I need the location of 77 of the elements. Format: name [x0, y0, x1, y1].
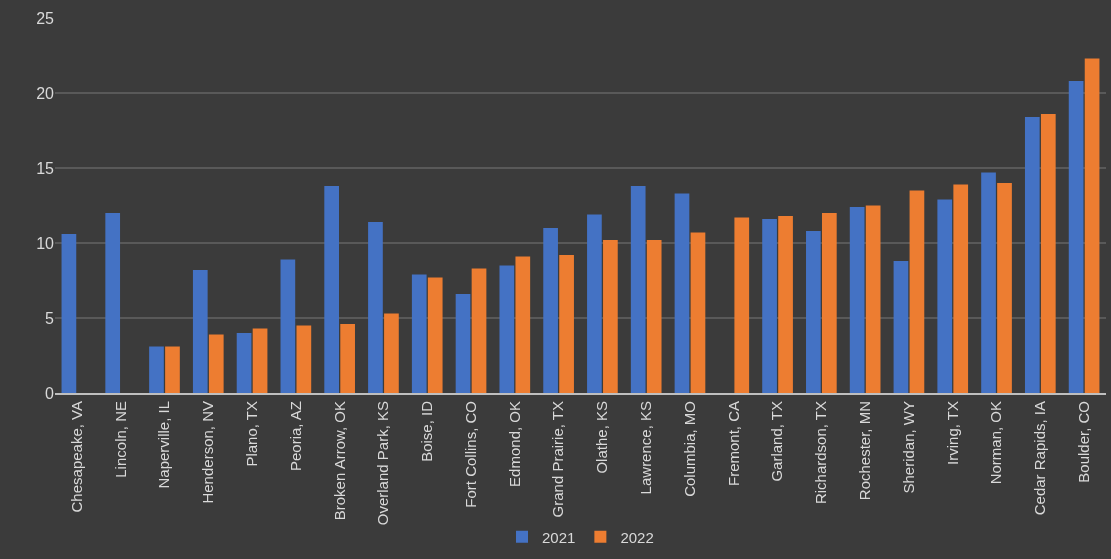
y-tick-label: 10	[36, 234, 55, 252]
y-tick-label: 25	[36, 9, 55, 27]
x-tick-label: Henderson, NV	[199, 401, 217, 504]
bar	[865, 205, 881, 393]
x-tick-label: Lincoln, NE	[111, 401, 129, 478]
bar	[1024, 117, 1040, 393]
bar	[499, 265, 515, 393]
x-tick-label: Peoria, AZ	[286, 401, 304, 472]
x-tick-label: Rochester, MN	[856, 401, 874, 501]
y-tick-label: 15	[36, 159, 55, 177]
legend-label: 2021	[542, 528, 576, 546]
bar	[340, 324, 355, 393]
x-tick-label: Norman, OK	[987, 401, 1005, 485]
bar	[384, 313, 399, 393]
bar	[471, 268, 487, 393]
x-tick-label: Grand Prairie, TX	[549, 401, 567, 518]
bar	[762, 219, 777, 393]
bar	[427, 277, 443, 393]
bar	[909, 190, 925, 393]
bar	[734, 217, 750, 393]
bar	[105, 213, 121, 393]
bar	[280, 259, 296, 393]
x-tick-label: Garland, TX	[768, 401, 786, 482]
bar	[603, 240, 618, 393]
x-tick-label: Plano, TX	[242, 401, 260, 467]
bar	[296, 325, 312, 393]
x-tick-label: Olathe, KS	[593, 401, 611, 474]
bar	[559, 255, 574, 393]
bar	[368, 222, 383, 393]
x-tick-label: Lawrence, KS	[637, 401, 655, 495]
bar	[893, 261, 909, 393]
bar	[690, 232, 706, 393]
bar	[778, 216, 793, 393]
bar	[543, 228, 558, 393]
y-tick-label: 0	[45, 384, 55, 402]
bar	[149, 346, 164, 393]
x-tick-label: Chesapeake, VA	[67, 401, 85, 513]
x-tick-label: Broken Arrow, OK	[330, 401, 348, 521]
x-tick-label: Columbia, MO	[680, 401, 698, 497]
bar	[646, 240, 662, 393]
bar	[630, 186, 646, 393]
x-tick-label: Richardson, TX	[812, 401, 830, 505]
x-tick-label: Boise, ID	[418, 400, 436, 462]
bar	[587, 214, 602, 393]
x-tick-label: Fort Collins, CO	[461, 401, 479, 508]
bar	[324, 186, 340, 393]
legend-label: 2022	[620, 528, 654, 546]
x-tick-label: Irving, TX	[943, 401, 961, 465]
bar	[515, 256, 531, 393]
bar	[937, 199, 953, 393]
bar	[165, 346, 180, 393]
bar	[1040, 114, 1056, 393]
bar	[1084, 58, 1100, 393]
bar	[849, 207, 865, 393]
bar	[981, 172, 996, 393]
bar	[455, 294, 471, 393]
bar	[61, 234, 77, 393]
bar	[192, 270, 208, 393]
x-tick-label: Boulder, CO	[1074, 401, 1092, 483]
y-tick-label: 5	[45, 309, 55, 327]
bar	[208, 334, 224, 393]
bar	[997, 183, 1012, 393]
x-tick-label: Edmond, OK	[505, 401, 523, 487]
x-tick-label: Naperville, IL	[155, 401, 173, 489]
bar	[806, 231, 821, 393]
bar	[236, 333, 252, 393]
bar	[821, 213, 837, 393]
x-tick-label: Cedar Rapids, IA	[1031, 401, 1049, 516]
x-tick-label: Fremont, CA	[724, 401, 742, 487]
bar	[1068, 81, 1084, 393]
x-tick-label: Overland Park, KS	[374, 401, 392, 526]
x-tick-label: Sheridan, WY	[899, 401, 917, 494]
y-tick-label: 20	[36, 84, 55, 102]
bar	[252, 328, 268, 393]
bar	[411, 274, 427, 393]
bar	[674, 193, 690, 393]
bar	[953, 184, 969, 393]
